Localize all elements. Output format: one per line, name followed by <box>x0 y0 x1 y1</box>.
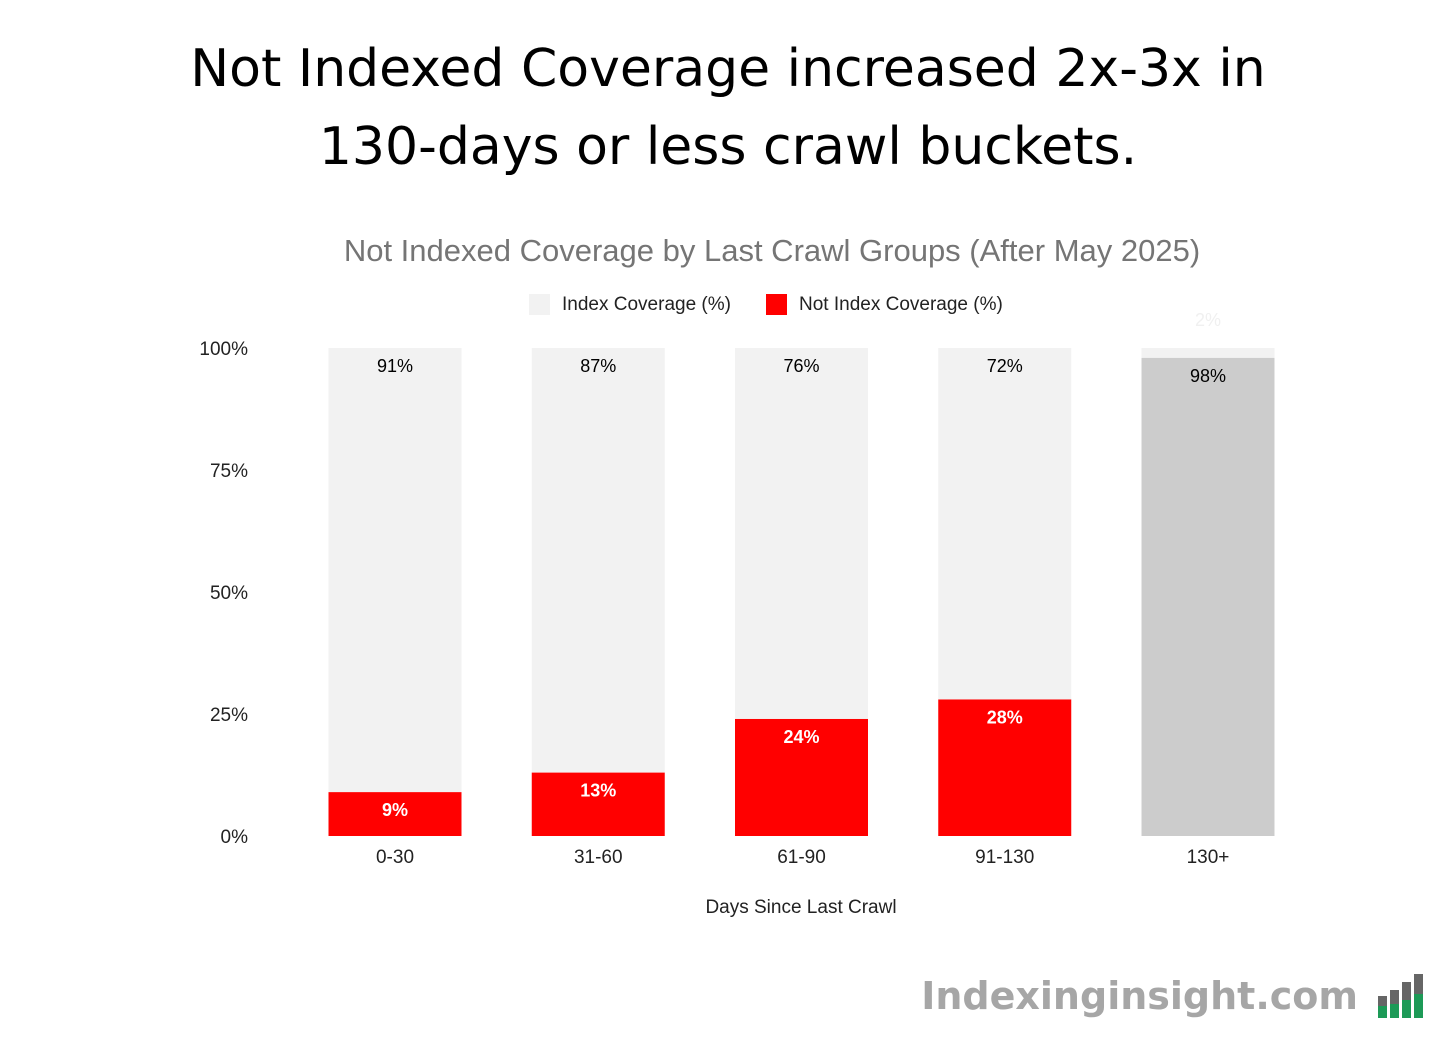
x-tick-label: 31-60 <box>574 847 623 868</box>
bar-data-label: 91% <box>377 356 413 376</box>
y-tick-label: 0% <box>221 827 249 848</box>
bar-segment <box>1141 357 1275 836</box>
logo-bar-2 <box>1390 990 1399 1018</box>
logo-bar-3 <box>1402 982 1411 1018</box>
bars: 9% 91% 13% 87% 24% 76% 28% 72% 98% 2% <box>328 310 1275 836</box>
bar-data-label: 13% <box>580 781 616 801</box>
y-tick-label: 75% <box>210 461 248 482</box>
x-tick-label: 130+ <box>1187 847 1230 868</box>
bar-segment <box>735 348 868 719</box>
brand-watermark: Indexinginsight.com <box>921 968 1426 1024</box>
legend-swatch-index-coverage <box>529 294 550 315</box>
legend: Index Coverage (%) Not Index Coverage (%… <box>529 294 1003 315</box>
bar-data-label: 2% <box>1195 310 1221 330</box>
bar-segment <box>938 348 1072 700</box>
y-tick-label: 100% <box>199 339 248 360</box>
x-tick-label: 91-130 <box>975 847 1034 868</box>
headline-line-1: Not Indexed Coverage increased 2x-3x in <box>190 39 1266 99</box>
bar-data-label: 98% <box>1190 366 1226 386</box>
bar-segment <box>938 699 1072 836</box>
x-tick-label: 0-30 <box>376 847 414 868</box>
brand-text: Indexinginsight.com <box>921 974 1358 1018</box>
logo-bar-4 <box>1414 974 1423 1018</box>
legend-label-index-coverage: Index Coverage (%) <box>562 294 731 315</box>
logo-bar-1 <box>1378 996 1387 1018</box>
bar-segment <box>531 348 665 773</box>
y-tick-label: 50% <box>210 583 248 604</box>
bar-segment <box>328 792 462 836</box>
bar-data-label: 76% <box>783 356 819 376</box>
bar-segment <box>531 772 665 836</box>
headline: Not Indexed Coverage increased 2x-3x in … <box>0 30 1456 186</box>
headline-line-2: 130-days or less crawl buckets. <box>318 117 1138 177</box>
bar-data-label: 28% <box>987 707 1023 727</box>
bar-data-label: 9% <box>382 800 408 820</box>
bar-data-label: 87% <box>580 356 616 376</box>
bar-segment <box>735 718 868 836</box>
bar-segment <box>1141 348 1275 358</box>
bar-chart-icon <box>1378 974 1426 1018</box>
bar-data-label: 72% <box>987 356 1023 376</box>
bar-data-label: 24% <box>783 727 819 747</box>
legend-swatch-not-index-coverage <box>766 294 787 315</box>
legend-label-not-index-coverage: Not Index Coverage (%) <box>799 294 1003 315</box>
x-axis: 0-30 31-60 61-90 91-130 130+ <box>376 847 1229 868</box>
y-axis: 0% 25% 50% 75% 100% <box>199 339 248 848</box>
x-axis-label: Days Since Last Crawl <box>705 897 896 918</box>
bar-segment <box>328 348 462 793</box>
y-tick-label: 25% <box>210 705 248 726</box>
x-tick-label: 61-90 <box>777 847 826 868</box>
chart-title: Not Indexed Coverage by Last Crawl Group… <box>344 233 1200 268</box>
